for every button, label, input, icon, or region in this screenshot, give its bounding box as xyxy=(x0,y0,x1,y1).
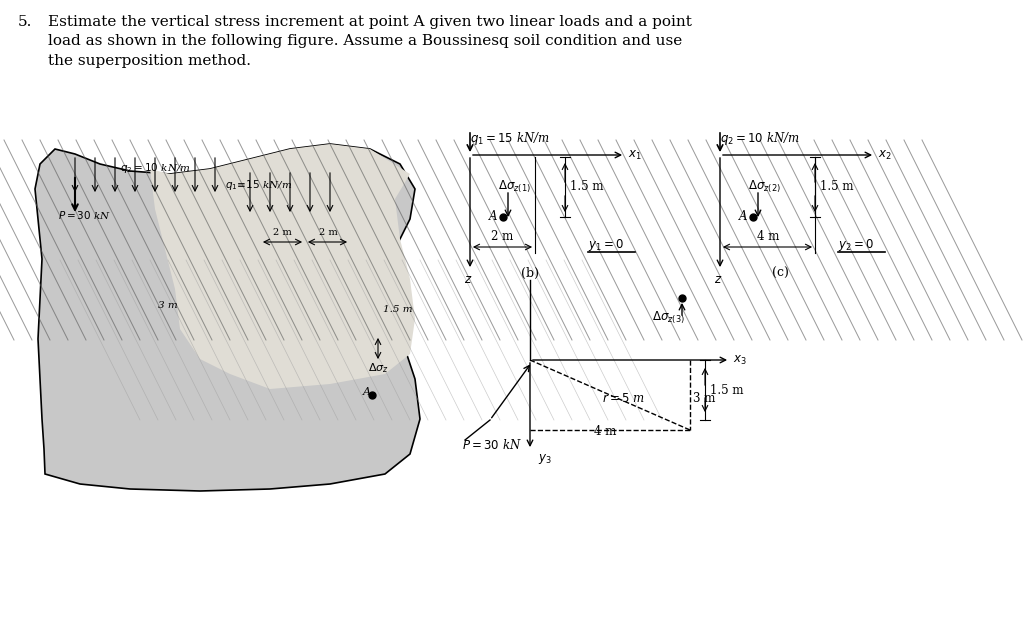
Text: 2 m: 2 m xyxy=(272,228,292,237)
Text: $\Delta\sigma_z$: $\Delta\sigma_z$ xyxy=(368,361,389,375)
Polygon shape xyxy=(35,144,420,491)
Text: $x_1$: $x_1$ xyxy=(628,149,642,162)
Text: $y_3$: $y_3$ xyxy=(538,452,552,466)
Text: $x_2$: $x_2$ xyxy=(878,149,892,162)
Text: 1.5 m: 1.5 m xyxy=(710,384,743,397)
Text: A: A xyxy=(738,210,746,223)
Text: $\Delta\sigma_{z(2)}$: $\Delta\sigma_{z(2)}$ xyxy=(748,179,780,195)
Text: $r = 5$ m: $r = 5$ m xyxy=(602,391,645,404)
Text: $y_2 = 0$: $y_2 = 0$ xyxy=(838,237,873,253)
Text: 4 m: 4 m xyxy=(594,425,616,438)
Text: (b): (b) xyxy=(521,267,539,280)
Text: $z$: $z$ xyxy=(714,273,722,286)
Text: A: A xyxy=(488,210,497,223)
Text: 1.5 m: 1.5 m xyxy=(383,306,413,314)
Text: 1.5 m: 1.5 m xyxy=(570,181,603,194)
Polygon shape xyxy=(150,144,415,389)
Text: $q_2 = 10$ kN/m: $q_2 = 10$ kN/m xyxy=(120,161,190,175)
Text: $\Delta\sigma_{z(3)}$: $\Delta\sigma_{z(3)}$ xyxy=(651,310,684,326)
Text: $q_1 = 15$ kN/m: $q_1 = 15$ kN/m xyxy=(470,130,550,147)
Text: $\Delta\sigma_{z(1)}$: $\Delta\sigma_{z(1)}$ xyxy=(498,179,530,195)
Text: $y_1 = 0$: $y_1 = 0$ xyxy=(588,237,624,253)
Text: (c): (c) xyxy=(771,267,788,280)
Text: $z$: $z$ xyxy=(464,273,472,286)
Text: 2 m: 2 m xyxy=(490,230,513,243)
Text: 2 m: 2 m xyxy=(318,228,337,237)
Text: 5.: 5. xyxy=(18,15,33,29)
Text: $P = 30$ kN: $P = 30$ kN xyxy=(58,209,112,221)
Text: 3 m: 3 m xyxy=(158,300,178,310)
Text: A: A xyxy=(362,387,371,397)
Text: 1.5 m: 1.5 m xyxy=(820,181,853,194)
Text: 4 m: 4 m xyxy=(757,230,779,243)
Text: $x_3$: $x_3$ xyxy=(733,353,746,366)
Text: $q_2 = 10$ kN/m: $q_2 = 10$ kN/m xyxy=(720,130,800,147)
Text: $P = 30$ kN: $P = 30$ kN xyxy=(462,438,522,452)
Text: $q_1\!\equiv\!15$ kN/m: $q_1\!\equiv\!15$ kN/m xyxy=(225,178,293,192)
Text: 3 m: 3 m xyxy=(693,391,716,404)
Text: Estimate the vertical stress increment at point A given two linear loads and a p: Estimate the vertical stress increment a… xyxy=(48,15,692,68)
